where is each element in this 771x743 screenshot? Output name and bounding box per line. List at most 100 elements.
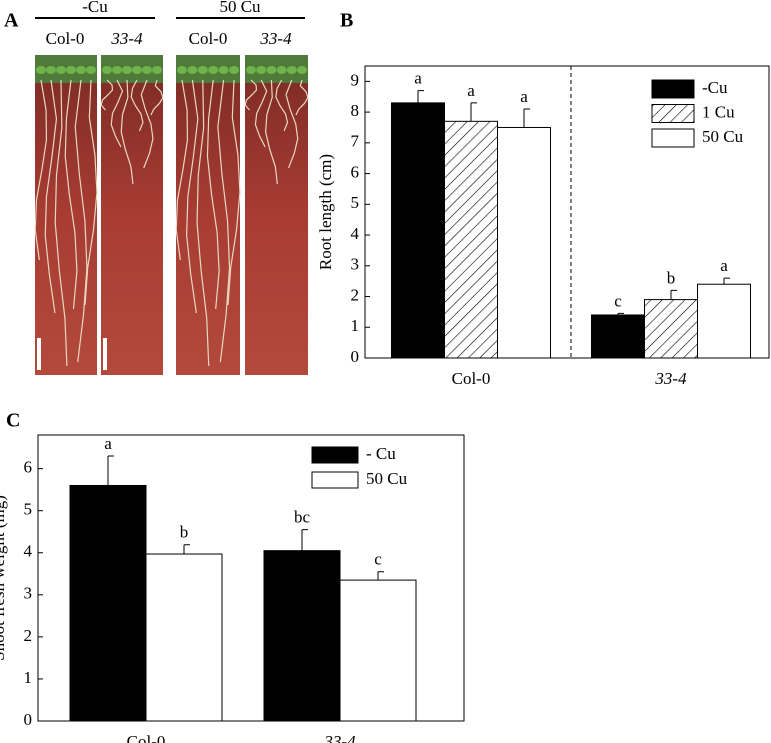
chart: B Root length (cm) 0 1 2 3 4 5 6 7 8 9 Col-0 a a a 33-4 c… [316, 10, 770, 388]
legend-swatch [651, 104, 695, 123]
y-axis-label: Shoot fresh weight (mg) [0, 495, 8, 661]
root [196, 79, 210, 367]
line-label: Col-0 [189, 29, 228, 48]
root [285, 79, 299, 169]
error-bar [417, 90, 424, 103]
error-bar [670, 289, 677, 300]
root [265, 79, 278, 185]
bar [263, 550, 341, 722]
root [275, 79, 289, 132]
root [206, 79, 220, 310]
leaf [177, 66, 187, 74]
significance-letter: a [104, 434, 112, 453]
root [34, 79, 48, 261]
y-tick-label: 6 [24, 458, 33, 477]
bar [444, 120, 498, 359]
x-tick-label: Col-0 [452, 369, 491, 388]
error-bar [183, 544, 190, 555]
leaf [297, 66, 307, 74]
root [74, 79, 88, 363]
error-bar [301, 529, 308, 551]
treatment-label: -Cu [82, 0, 108, 16]
significance-letter: a [467, 81, 475, 100]
bar [339, 579, 417, 722]
leaf [276, 66, 287, 74]
leaf [218, 66, 229, 74]
leaf [76, 66, 86, 74]
y-tick-label: 7 [351, 132, 360, 151]
x-tick-label: 33-4 [323, 732, 356, 743]
panel-label: C [6, 410, 20, 432]
significance-letter: a [414, 68, 422, 87]
leaf [56, 66, 66, 74]
leaf [66, 66, 76, 74]
root [100, 79, 114, 111]
error-bar [470, 102, 477, 122]
bar [145, 553, 223, 722]
y-tick-label: 3 [24, 584, 33, 603]
y-tick-label: 4 [24, 542, 33, 561]
y-tick-label: 2 [351, 285, 360, 304]
leaf [256, 66, 267, 74]
leaf [122, 66, 132, 74]
panel-label: A [4, 10, 19, 32]
chart: C Shoot fresh weight (mg) 0 1 2 3 4 5 6 Col-0 a b 33… [0, 410, 465, 743]
y-tick-label: 5 [351, 193, 360, 212]
leaf [142, 66, 152, 74]
leaf [187, 66, 198, 74]
significance-letter: b [180, 523, 189, 542]
line-label: 33-4 [110, 29, 143, 48]
leaf [246, 66, 256, 74]
error-bar [617, 312, 624, 315]
leaf [266, 66, 277, 74]
y-tick-label: 1 [351, 316, 360, 335]
leaf [229, 66, 239, 74]
root [120, 79, 134, 185]
leaf [132, 66, 142, 74]
bar [644, 299, 698, 359]
bar [69, 484, 147, 722]
leaf [286, 66, 297, 74]
error-bar [523, 108, 530, 128]
significance-letter: c [614, 291, 622, 310]
y-tick-label: 5 [24, 500, 33, 519]
legend-label: - Cu [366, 444, 396, 463]
bar [497, 126, 551, 359]
plot-frame [364, 65, 770, 359]
significance-letter: b [667, 268, 676, 287]
scale-bar [37, 338, 41, 370]
root [217, 79, 231, 363]
treatment-label: 50 Cu [219, 0, 261, 16]
root [295, 79, 309, 116]
leaf [112, 66, 122, 74]
error-bar [377, 571, 384, 581]
bar [391, 102, 445, 359]
leaf [197, 66, 208, 74]
leaf [152, 66, 162, 74]
leaf [36, 66, 46, 74]
panel-label: B [340, 10, 353, 32]
error-bar [723, 277, 730, 285]
root [64, 79, 78, 310]
leaf [86, 66, 96, 74]
bar [697, 283, 751, 359]
y-tick-label: 2 [24, 626, 33, 645]
y-tick-label: 3 [351, 255, 360, 274]
leaf [208, 66, 219, 74]
photo-strip [101, 55, 163, 375]
scale-bar [103, 338, 107, 370]
y-tick-label: 4 [351, 224, 360, 243]
error-bar [107, 455, 114, 486]
line-label: 33-4 [259, 29, 292, 48]
line-label: Col-0 [46, 29, 85, 48]
seedling-photos [34, 55, 309, 375]
legend-label: 50 Cu [702, 127, 744, 146]
root [54, 79, 68, 367]
significance-letter: c [374, 550, 382, 569]
legend-swatch [311, 471, 359, 489]
root [110, 79, 124, 148]
root [186, 79, 199, 314]
leaf [102, 66, 112, 74]
root [227, 79, 241, 306]
y-axis-label: Root length (cm) [316, 154, 335, 270]
